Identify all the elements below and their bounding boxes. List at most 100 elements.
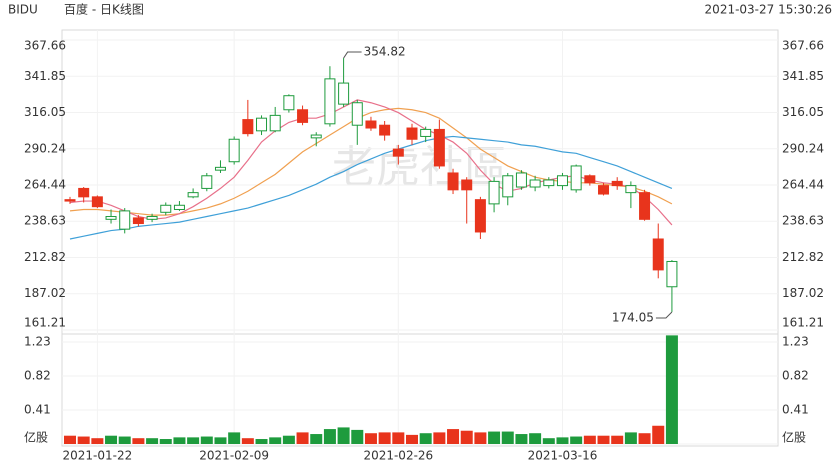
candle-body [543,179,555,187]
symbol: BIDU [8,3,38,17]
candle-body [146,216,158,220]
volume-bar [433,432,446,444]
candle-body [392,148,404,157]
y-tick-label-right: 367.66 [782,39,824,53]
candle-body [598,185,610,195]
volume-tick-label-right: 0.41 [782,403,809,417]
volume-bar [406,434,418,444]
candle-body [64,199,76,202]
volume-bar [241,438,254,444]
volume-bar [515,434,528,444]
candle-body [283,95,295,111]
y-tick-label: 161.21 [24,316,66,330]
y-tick-label-right: 316.05 [782,105,824,119]
y-tick-label: 367.66 [24,39,66,53]
candle-body [447,172,459,191]
volume-bar [159,439,172,444]
ma-line [69,135,673,240]
annotation-label: 354.82 [364,45,406,59]
candle-body [297,109,309,123]
volume-bar [419,433,432,444]
volume-tick-label-right: 0.82 [782,369,809,383]
candle-body [160,204,172,213]
candle-body [132,217,144,225]
candle-body [78,187,90,198]
y-tick-label-right: 212.82 [782,250,824,264]
volume-bar [296,432,309,444]
annotation-label: 174.05 [612,310,654,324]
candle-body [433,128,445,167]
volume-bar [611,435,624,444]
volume-bar [474,432,487,444]
y-tick-label-right: 341.85 [782,69,824,83]
x-tick-label: 2021-01-22 [62,449,132,463]
volume-tick-label: 亿股 [24,430,48,445]
volume-bar [652,425,665,444]
x-tick-label: 2021-02-26 [363,449,433,463]
candle-body [379,124,391,136]
volume-bar [570,436,583,444]
candle-body [242,119,254,135]
volume-bar [146,438,159,444]
volume-bar [255,439,268,444]
candle-body [351,102,363,126]
candle-body [406,127,418,140]
volume-tick-label: 1.23 [24,335,51,349]
candle-body [488,180,500,205]
volume-bar [77,436,90,444]
volume-bar [378,432,391,444]
candle-body [105,216,117,220]
volume-bar [665,335,678,444]
volume-bar [214,437,227,444]
candle-body [228,138,240,163]
volume-bar [556,437,569,444]
candle-body [256,117,268,132]
volume-bar [638,433,651,444]
y-tick-label-right: 238.63 [782,214,824,228]
x-tick-label: 2021-02-09 [199,449,269,463]
annotation-line [655,311,673,319]
volume-bar [488,431,501,444]
candle-body [474,199,486,233]
volume-bar [91,438,104,444]
candle-body [420,128,432,137]
candle-body [365,120,377,129]
volume-bar [64,435,76,444]
candle-body [556,175,568,187]
volume-tick-label: 0.82 [24,369,51,383]
annotation-line [343,51,362,59]
candle-body [652,238,664,271]
y-tick-label-right: 290.24 [782,141,824,155]
volume-bar [597,435,610,444]
candle-body [91,196,103,208]
candle-body [310,134,322,139]
y-tick-label-right: 187.02 [782,286,824,300]
candle-body [269,114,281,132]
y-tick-label: 290.24 [24,141,66,155]
volume-bar [364,433,377,444]
volume-bar [583,435,596,444]
candle-body [611,180,623,187]
volume-bar [282,435,295,444]
candle-body [324,78,336,125]
volume-frame [61,333,779,447]
candle-body [625,185,637,194]
volume-tick-label-right: 亿股 [782,430,806,445]
y-tick-label: 212.82 [24,250,66,264]
y-tick-label: 187.02 [24,286,66,300]
candle-body [570,165,582,191]
y-tick-label-right: 264.44 [782,177,824,191]
volume-tick-label: 0.41 [24,403,51,417]
candle-body [502,175,514,198]
volume-bar [132,438,145,444]
y-tick-label-right: 161.21 [782,316,824,330]
candle-body [173,204,185,210]
candle-body [666,260,678,288]
volume-bar [447,429,460,444]
volume-bar [310,434,323,444]
volume-bar [337,427,350,444]
volume-bar [228,432,241,444]
volume-bar [529,433,542,444]
candle-body [214,166,226,171]
